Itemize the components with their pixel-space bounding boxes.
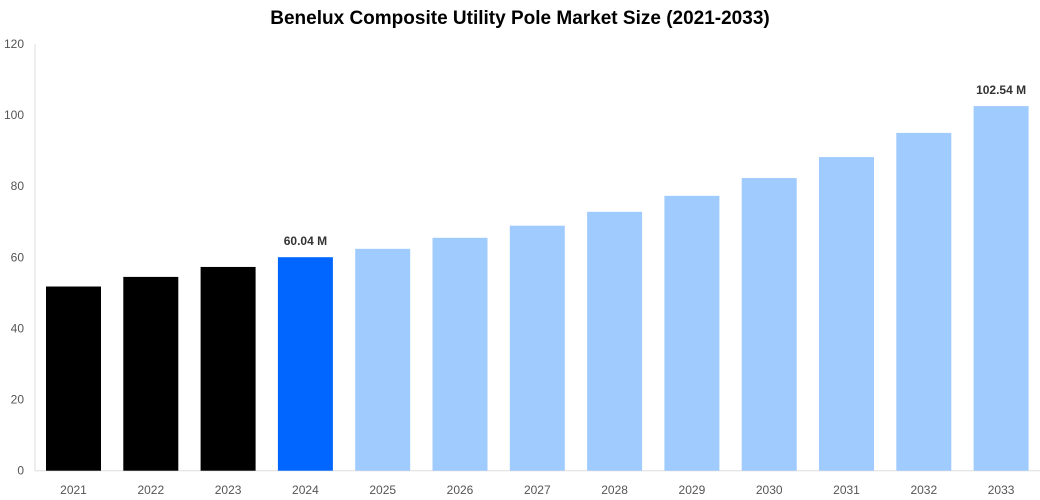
- x-tick-label: 2029: [679, 483, 706, 497]
- y-tick-label: 100: [4, 108, 24, 122]
- y-tick-label: 80: [11, 179, 25, 193]
- x-tick-label: 2031: [833, 483, 860, 497]
- bar-2023: [200, 266, 256, 471]
- bar-2025: [355, 248, 411, 471]
- x-tick-label: 2027: [524, 483, 551, 497]
- chart-title: Benelux Composite Utility Pole Market Si…: [270, 8, 770, 29]
- x-tick-label: 2033: [988, 483, 1015, 497]
- x-tick-label: 2021: [60, 483, 87, 497]
- y-tick-label: 120: [4, 37, 24, 51]
- data-label: 102.54 M: [976, 83, 1026, 97]
- bar-2022: [123, 276, 179, 471]
- bar-2032: [896, 132, 952, 471]
- bar-2033: [973, 106, 1029, 471]
- x-tick-label: 2025: [369, 483, 396, 497]
- y-tick-label: 40: [11, 321, 25, 335]
- x-tick-label: 2024: [292, 483, 319, 497]
- bar-2027: [509, 225, 565, 471]
- x-tick-label: 2032: [910, 483, 937, 497]
- bar-2029: [664, 195, 720, 471]
- x-tick-label: 2028: [601, 483, 628, 497]
- bar-2030: [741, 178, 797, 471]
- y-tick-label: 0: [17, 464, 24, 478]
- bar-2028: [587, 211, 643, 471]
- bar-2031: [819, 157, 874, 471]
- bar-2026: [432, 237, 488, 471]
- x-tick-label: 2023: [215, 483, 242, 497]
- x-tick-label: 2026: [447, 483, 474, 497]
- bar-2024: [277, 257, 333, 471]
- x-tick-label: 2030: [756, 483, 783, 497]
- bar-2021: [46, 286, 101, 471]
- data-label: 60.04 M: [284, 234, 327, 248]
- x-tick-label: 2022: [137, 483, 164, 497]
- y-tick-label: 20: [11, 393, 25, 407]
- y-tick-label: 60: [11, 250, 25, 264]
